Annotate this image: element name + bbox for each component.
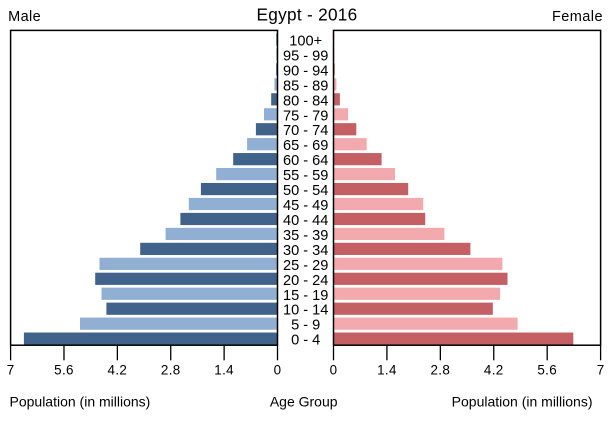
svg-text:5 - 9: 5 - 9 xyxy=(291,318,320,334)
svg-text:35 - 39: 35 - 39 xyxy=(283,228,328,244)
svg-text:2.8: 2.8 xyxy=(431,363,451,378)
svg-text:1.4: 1.4 xyxy=(377,363,397,378)
svg-text:55 - 59: 55 - 59 xyxy=(283,168,328,184)
svg-text:0: 0 xyxy=(330,363,338,378)
svg-text:45 - 49: 45 - 49 xyxy=(283,198,328,214)
svg-text:95 - 99: 95 - 99 xyxy=(283,48,328,64)
svg-text:40 - 44: 40 - 44 xyxy=(283,213,328,229)
svg-text:5.6: 5.6 xyxy=(54,363,74,378)
svg-text:4.2: 4.2 xyxy=(484,363,504,378)
svg-text:80 - 84: 80 - 84 xyxy=(283,93,328,109)
svg-text:Population (in millions): Population (in millions) xyxy=(10,394,151,410)
svg-text:60 - 64: 60 - 64 xyxy=(283,153,328,169)
svg-text:15 - 19: 15 - 19 xyxy=(283,288,328,304)
svg-text:7: 7 xyxy=(597,363,605,378)
svg-text:25 - 29: 25 - 29 xyxy=(283,258,328,274)
svg-text:Egypt - 2016: Egypt - 2016 xyxy=(256,4,357,24)
svg-text:0 - 4: 0 - 4 xyxy=(291,333,320,349)
svg-text:Female: Female xyxy=(552,9,603,25)
svg-text:100+: 100+ xyxy=(289,34,322,50)
svg-text:5.6: 5.6 xyxy=(537,363,557,378)
svg-text:75 - 79: 75 - 79 xyxy=(283,108,328,124)
svg-text:10 - 14: 10 - 14 xyxy=(283,303,328,319)
svg-text:1.4: 1.4 xyxy=(214,363,234,378)
svg-text:4.2: 4.2 xyxy=(108,363,128,378)
svg-text:Male: Male xyxy=(8,9,41,25)
svg-text:30 - 34: 30 - 34 xyxy=(283,243,328,259)
svg-text:2.8: 2.8 xyxy=(161,363,181,378)
svg-text:85 - 89: 85 - 89 xyxy=(283,78,328,94)
svg-text:90 - 94: 90 - 94 xyxy=(283,63,328,79)
svg-text:Population (in millions): Population (in millions) xyxy=(452,394,593,410)
svg-text:7: 7 xyxy=(7,363,15,378)
svg-text:70 - 74: 70 - 74 xyxy=(283,123,328,139)
svg-text:Age Group: Age Group xyxy=(270,394,338,410)
svg-text:50 - 54: 50 - 54 xyxy=(283,183,328,199)
svg-text:65 - 69: 65 - 69 xyxy=(283,138,328,154)
svg-text:20 - 24: 20 - 24 xyxy=(283,273,328,289)
svg-text:0: 0 xyxy=(274,363,282,378)
